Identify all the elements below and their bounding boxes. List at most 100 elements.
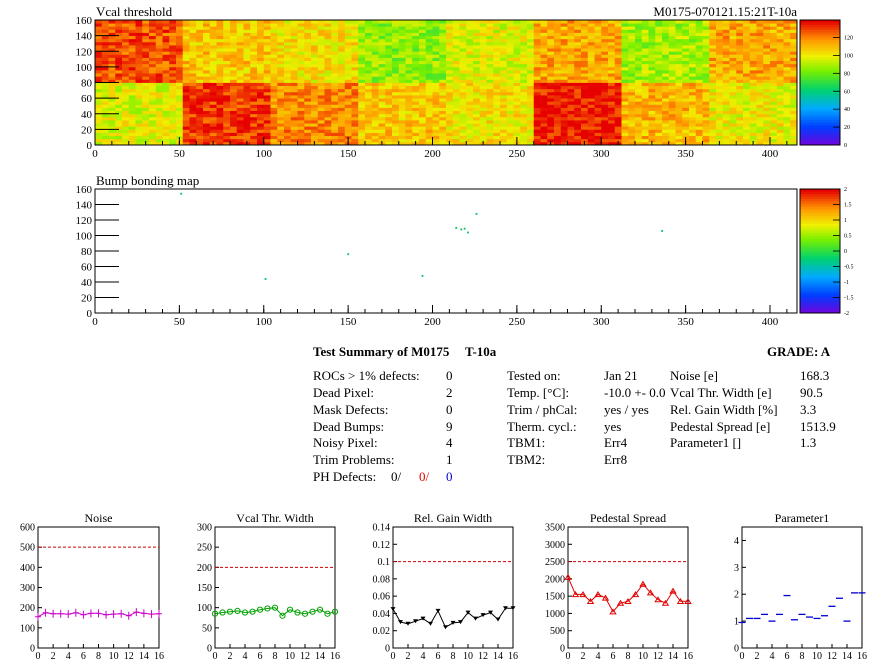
heatmap-cell xyxy=(162,88,170,93)
heatmap-cell xyxy=(702,38,710,43)
heatmap-cell xyxy=(500,54,508,58)
heatmap-cell xyxy=(648,76,656,80)
data-point xyxy=(140,609,147,618)
heatmap-cell xyxy=(155,123,163,127)
heatmap-cell xyxy=(729,66,737,71)
heatmap-cell xyxy=(479,132,487,137)
heatmap-cell xyxy=(716,82,724,87)
heatmap-cell xyxy=(662,95,670,99)
heatmap-cell xyxy=(101,138,109,143)
heatmap-cell xyxy=(317,60,325,65)
heatmap-cell xyxy=(743,73,751,77)
heatmap-cell xyxy=(641,54,649,58)
heatmap-cell xyxy=(176,95,184,99)
heatmap-cell xyxy=(162,123,170,127)
heatmap-cell xyxy=(115,79,123,83)
heatmap-cell xyxy=(149,101,157,105)
heatmap-cell xyxy=(479,26,487,30)
y-tick-label: 200 xyxy=(20,603,35,614)
heatmap-cell xyxy=(236,126,244,130)
heatmap-cell xyxy=(203,141,211,146)
heatmap-cell xyxy=(533,79,541,83)
heatmap-cell xyxy=(662,141,670,146)
heatmap-cell xyxy=(169,98,177,102)
heatmap-cell xyxy=(189,85,197,90)
heatmap-cell xyxy=(95,20,103,24)
heatmap-cell xyxy=(540,135,548,140)
y-tick-label: 140 xyxy=(76,31,93,43)
heatmap-cell xyxy=(257,70,265,74)
heatmap-cell xyxy=(290,138,298,143)
data-point xyxy=(435,608,441,613)
x-tick-label: 6 xyxy=(436,651,441,662)
heatmap-cell xyxy=(554,41,562,46)
heatmap-cell xyxy=(432,45,440,49)
heatmap-cell xyxy=(338,141,346,146)
heatmap-cell xyxy=(290,63,298,68)
heatmap-cell xyxy=(668,20,676,24)
heatmap-cell xyxy=(783,54,791,58)
heatmap-cell xyxy=(479,135,487,140)
heatmap-cell xyxy=(520,138,528,143)
heatmap-cell xyxy=(392,101,400,105)
heatmap-cell xyxy=(290,85,298,90)
heatmap-cell xyxy=(182,51,190,55)
heatmap-cell xyxy=(695,91,703,96)
heatmap-cell xyxy=(162,20,170,24)
heatmap-cell xyxy=(736,23,744,27)
heatmap-cell xyxy=(371,29,379,33)
heatmap-cell xyxy=(783,35,791,40)
heatmap-cell xyxy=(392,20,400,24)
heatmap-cell xyxy=(452,132,460,137)
palette-swatch xyxy=(800,70,840,73)
heatmap-cell xyxy=(648,116,656,121)
heatmap-cell xyxy=(776,110,784,115)
heatmap-cell xyxy=(682,110,690,115)
heatmap-cell xyxy=(108,110,116,115)
palette-swatch xyxy=(800,25,840,28)
heatmap-cell xyxy=(743,23,751,27)
heatmap-cell xyxy=(290,98,298,102)
heatmap-cell xyxy=(533,66,541,71)
heatmap-cell xyxy=(189,60,197,65)
heatmap-cell xyxy=(594,20,602,24)
heatmap-cell xyxy=(486,73,494,77)
heatmap-cell xyxy=(371,45,379,49)
heatmap-cell xyxy=(365,26,373,30)
heatmap-cell xyxy=(378,32,386,37)
heatmap-cell xyxy=(702,35,710,40)
heatmap-cell xyxy=(297,48,305,52)
heatmap-cell xyxy=(122,110,130,115)
heatmap-cell xyxy=(290,141,298,146)
heatmap-cell xyxy=(614,101,622,105)
heatmap-cell xyxy=(378,132,386,137)
heatmap-cell xyxy=(662,91,670,96)
heatmap-cell xyxy=(277,41,285,46)
heatmap-cell xyxy=(155,45,163,49)
heatmap-cell xyxy=(533,82,541,87)
heatmap-cell xyxy=(695,113,703,118)
heatmap-cell xyxy=(236,82,244,87)
palette-swatch xyxy=(800,35,840,38)
heatmap-cell xyxy=(743,82,751,87)
heatmap-cell xyxy=(641,98,649,102)
heatmap-cell xyxy=(648,32,656,37)
heatmap-cell xyxy=(95,41,103,46)
heatmap-cell xyxy=(128,101,136,105)
heatmap-cell xyxy=(527,38,535,43)
heatmap-cell xyxy=(122,26,130,30)
heatmap-cell xyxy=(385,104,393,108)
heatmap-cell xyxy=(560,107,568,112)
heatmap-cell xyxy=(128,79,136,83)
heatmap-cell xyxy=(473,116,481,121)
heatmap-cell xyxy=(351,135,359,140)
heatmap-cell xyxy=(628,66,636,71)
heatmap-cell xyxy=(581,41,589,46)
heatmap-cell xyxy=(722,57,730,62)
heatmap-cell xyxy=(756,95,764,99)
heatmap-cell xyxy=(297,132,305,137)
heatmap-cell xyxy=(533,120,541,124)
heatmap-cell xyxy=(452,70,460,74)
heatmap-cell xyxy=(290,60,298,65)
heatmap-cell xyxy=(689,98,697,102)
